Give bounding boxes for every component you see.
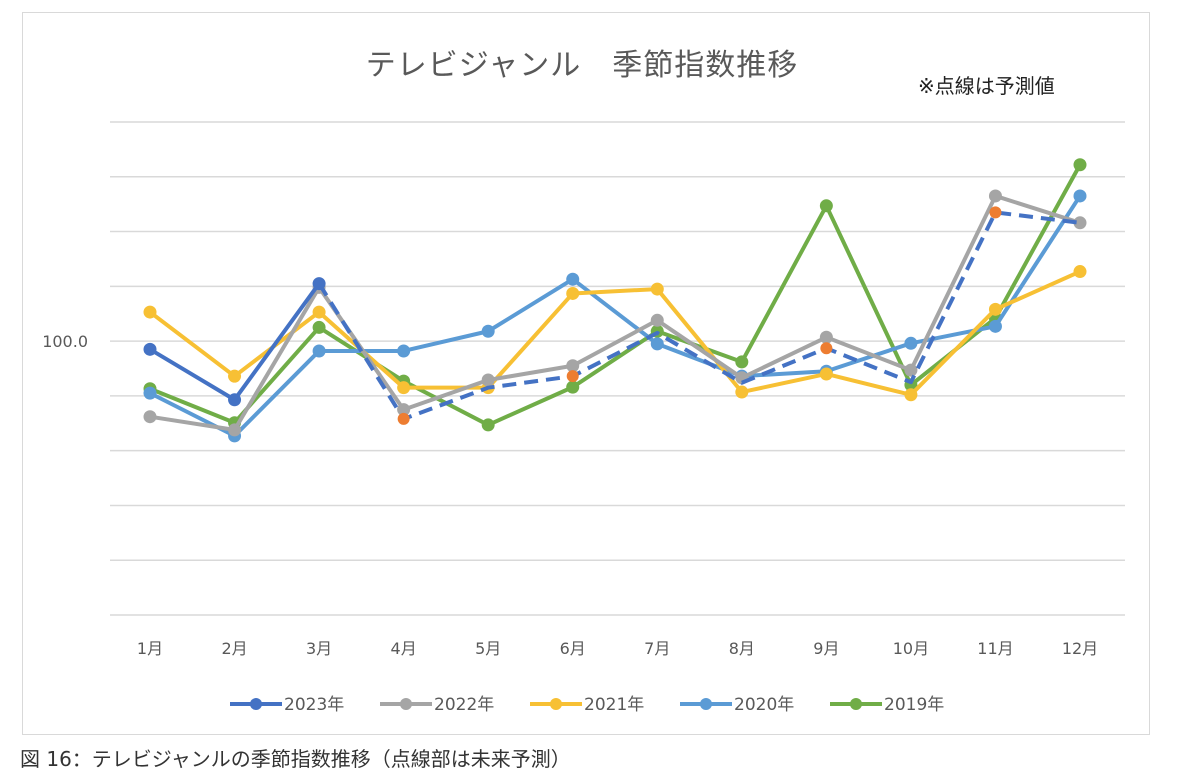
legend-label: 2021年 bbox=[584, 695, 644, 715]
data-point bbox=[735, 385, 749, 399]
data-point bbox=[481, 373, 495, 387]
data-point bbox=[1073, 158, 1087, 172]
legend-label: 2019年 bbox=[884, 695, 944, 715]
y-tick-label: 100.0 bbox=[42, 332, 88, 351]
legend-marker bbox=[250, 698, 262, 710]
forecast-point bbox=[397, 412, 410, 425]
x-tick-label: 5月 bbox=[475, 639, 501, 658]
data-point bbox=[481, 418, 495, 432]
chart-title: テレビジャンル 季節指数推移 bbox=[365, 48, 799, 83]
x-tick-label: 1月 bbox=[137, 639, 163, 658]
x-tick-label: 10月 bbox=[893, 639, 929, 658]
x-tick-label: 6月 bbox=[560, 639, 586, 658]
legend-marker bbox=[700, 698, 712, 710]
data-point bbox=[143, 410, 157, 424]
data-point bbox=[312, 277, 326, 291]
x-tick-label: 9月 bbox=[813, 639, 839, 658]
data-point bbox=[228, 423, 242, 437]
data-point bbox=[566, 272, 580, 286]
data-point bbox=[819, 330, 833, 344]
data-point bbox=[904, 336, 918, 350]
data-point bbox=[735, 355, 749, 369]
x-tick-label: 4月 bbox=[391, 639, 417, 658]
forecast-point bbox=[989, 206, 1002, 219]
legend-label: 2023年 bbox=[284, 695, 344, 715]
legend-label: 2022年 bbox=[434, 695, 494, 715]
forecast-point bbox=[566, 370, 579, 383]
x-tick-label: 2月 bbox=[221, 639, 247, 658]
data-point bbox=[228, 393, 242, 407]
series-line bbox=[148, 269, 1081, 397]
x-tick-label: 3月 bbox=[306, 639, 332, 658]
data-point bbox=[819, 367, 833, 381]
data-point bbox=[312, 305, 326, 319]
data-point bbox=[988, 319, 1002, 333]
data-point bbox=[481, 324, 495, 338]
data-point bbox=[650, 313, 664, 327]
data-point bbox=[650, 282, 664, 296]
legend-label: 2020年 bbox=[734, 695, 794, 715]
data-point bbox=[819, 199, 833, 213]
data-point bbox=[904, 363, 918, 377]
legend-marker bbox=[850, 698, 862, 710]
figure-caption: 図 16：テレビジャンルの季節指数推移（点線部は未来予測） bbox=[20, 747, 571, 771]
data-point bbox=[650, 337, 664, 351]
data-point bbox=[566, 380, 580, 394]
data-point bbox=[566, 359, 580, 373]
data-point bbox=[143, 305, 157, 319]
data-point bbox=[397, 403, 411, 417]
legend-marker bbox=[550, 698, 562, 710]
forecast-line bbox=[317, 210, 1081, 421]
series-line bbox=[149, 193, 1081, 432]
series-line bbox=[149, 163, 1082, 427]
chart-frame bbox=[22, 12, 1150, 735]
x-tick-label: 11月 bbox=[977, 639, 1013, 658]
data-point bbox=[988, 189, 1002, 203]
data-point bbox=[1073, 189, 1087, 203]
forecast-note: ※点線は予測値 bbox=[918, 74, 1055, 98]
data-point bbox=[1073, 265, 1087, 279]
x-tick-label: 7月 bbox=[644, 639, 670, 658]
data-point bbox=[397, 381, 411, 395]
data-point bbox=[143, 342, 157, 356]
data-point bbox=[228, 369, 242, 383]
data-point bbox=[143, 386, 157, 400]
data-point bbox=[312, 344, 326, 358]
x-tick-label: 12月 bbox=[1062, 639, 1098, 658]
data-point bbox=[566, 286, 580, 300]
x-tick-label: 8月 bbox=[729, 639, 755, 658]
legend-marker bbox=[400, 698, 412, 710]
data-point bbox=[397, 344, 411, 358]
data-point bbox=[988, 302, 1002, 316]
data-point bbox=[312, 320, 326, 334]
forecast-point bbox=[820, 342, 833, 355]
data-point bbox=[904, 388, 918, 402]
data-point bbox=[1073, 216, 1087, 230]
